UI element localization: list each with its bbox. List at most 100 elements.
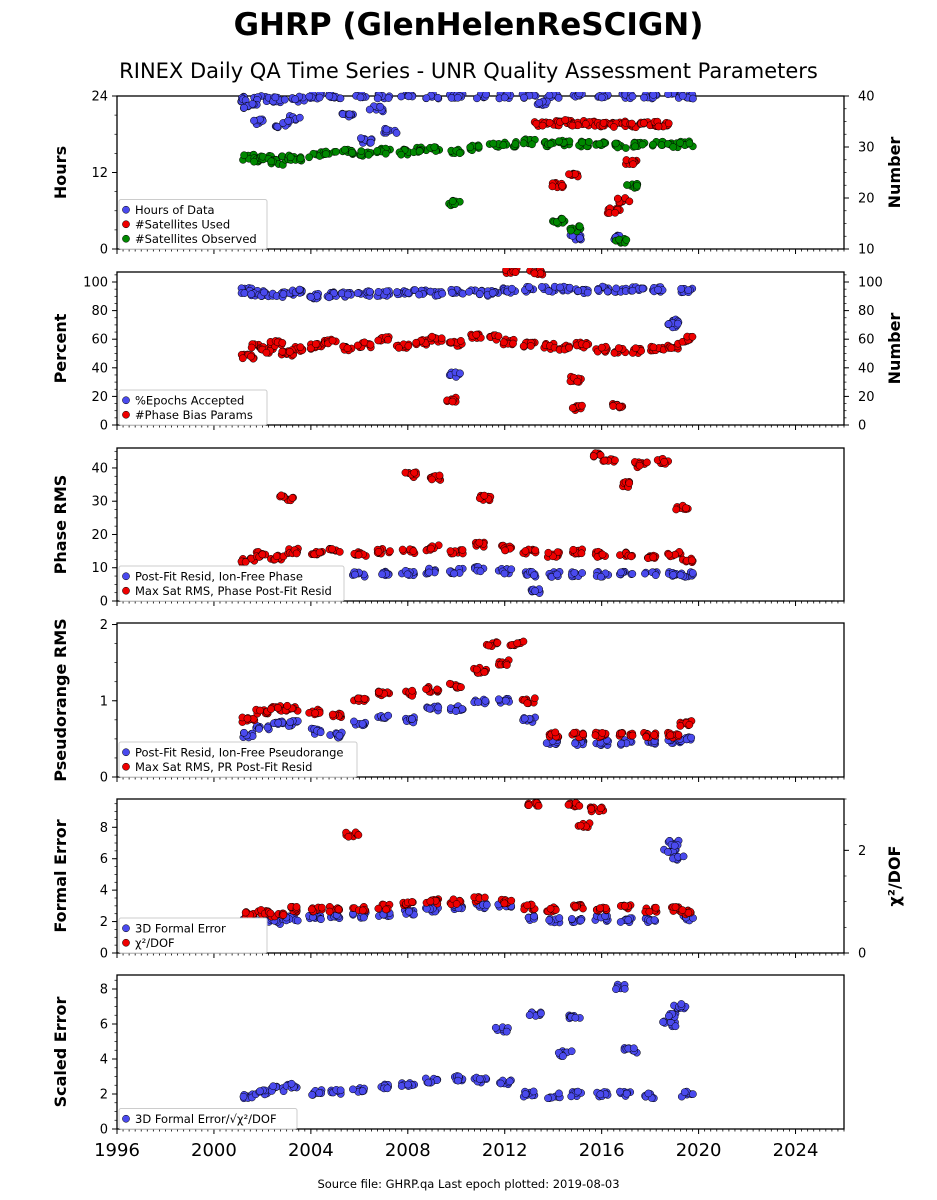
y-tick-label: 30 <box>91 495 108 510</box>
data-point <box>426 897 435 906</box>
data-point <box>628 286 637 295</box>
data-point <box>569 545 578 554</box>
legend-label: #Phase Bias Params <box>135 408 253 422</box>
data-point <box>279 290 288 298</box>
y-tick-label: 0 <box>100 419 108 434</box>
data-point <box>565 283 574 292</box>
data-point <box>666 731 675 740</box>
data-point <box>500 899 509 908</box>
data-point <box>556 283 564 292</box>
data-point <box>555 914 564 922</box>
data-point <box>357 134 365 143</box>
data-point <box>243 714 252 723</box>
data-point <box>247 343 256 352</box>
data-point <box>596 804 605 813</box>
data-point <box>500 569 509 578</box>
data-point <box>574 287 583 295</box>
data-point <box>364 151 373 159</box>
data-point <box>438 289 447 298</box>
data-point <box>596 1090 605 1099</box>
data-point <box>446 547 455 555</box>
data-point <box>422 685 430 693</box>
data-point <box>336 1086 345 1095</box>
data-point <box>523 699 532 708</box>
y-axis-label: Scaled Error <box>51 997 70 1108</box>
points-layer <box>237 798 697 928</box>
y-tick-label: 0 <box>100 595 108 610</box>
legend-label: Max Sat RMS, Phase Post-Fit Resid <box>135 584 332 598</box>
data-point <box>260 288 268 297</box>
data-point <box>311 340 320 348</box>
y2-axis-label: Number <box>885 313 904 385</box>
data-point <box>530 912 538 921</box>
data-point <box>422 94 431 102</box>
y2-tick-label: 100 <box>858 276 883 291</box>
data-point <box>307 293 315 301</box>
data-point <box>288 494 297 502</box>
data-point <box>682 504 690 512</box>
data-point <box>328 710 337 719</box>
data-point <box>328 336 337 345</box>
data-point <box>530 269 539 278</box>
data-point <box>651 903 660 912</box>
series-1 <box>239 694 696 749</box>
data-point <box>428 475 436 484</box>
legend-marker <box>122 396 130 405</box>
legend-marker <box>122 234 130 243</box>
data-point <box>433 685 441 694</box>
data-point <box>358 1087 367 1095</box>
data-point <box>240 151 248 160</box>
data-point <box>354 551 363 559</box>
data-point <box>491 1023 500 1032</box>
data-point <box>599 119 608 127</box>
data-point <box>258 550 267 559</box>
data-point <box>262 348 271 357</box>
data-point <box>622 1089 631 1098</box>
panel-4: 0 1 2 Pseudorange RMS Post-Fit Resid, Ion-Fr… <box>51 618 845 786</box>
data-point <box>430 143 439 151</box>
data-point <box>356 93 365 102</box>
data-point <box>664 1012 673 1020</box>
data-point <box>475 538 484 547</box>
data-point <box>455 149 464 158</box>
legend-box <box>118 199 268 250</box>
data-point <box>325 92 334 100</box>
data-point <box>531 587 539 595</box>
data-point <box>315 548 324 557</box>
data-point <box>600 456 609 465</box>
y-tick-label: 100 <box>83 276 108 291</box>
y-tick-label: 8 <box>100 983 108 998</box>
data-point <box>633 181 641 190</box>
legend-label: %Epochs Accepted <box>135 393 244 407</box>
legend-label: 3D Formal Error <box>135 921 226 935</box>
data-point <box>570 728 578 737</box>
data-point <box>488 288 497 297</box>
data-point <box>280 95 289 104</box>
data-point <box>621 144 630 152</box>
data-point <box>676 138 684 147</box>
data-point <box>530 571 538 580</box>
data-point <box>306 344 315 353</box>
data-point <box>427 544 435 553</box>
data-point <box>558 214 567 223</box>
data-point <box>332 147 340 156</box>
data-point <box>650 731 659 739</box>
figure-title: GHRP (GlenHelenReSCIGN) <box>234 7 704 43</box>
data-point <box>587 804 596 813</box>
data-point <box>531 694 539 703</box>
x-tick-label: 2004 <box>288 1140 334 1161</box>
data-point <box>551 728 560 737</box>
y-tick-label: 10 <box>91 561 108 576</box>
data-point <box>343 344 352 353</box>
data-point <box>376 102 385 111</box>
y-tick-label: 6 <box>100 852 108 867</box>
data-point <box>410 468 419 477</box>
data-point <box>295 113 304 122</box>
data-point <box>573 377 582 386</box>
data-point <box>366 287 374 296</box>
data-point <box>568 915 576 923</box>
data-point <box>316 728 325 737</box>
data-point <box>353 289 362 298</box>
